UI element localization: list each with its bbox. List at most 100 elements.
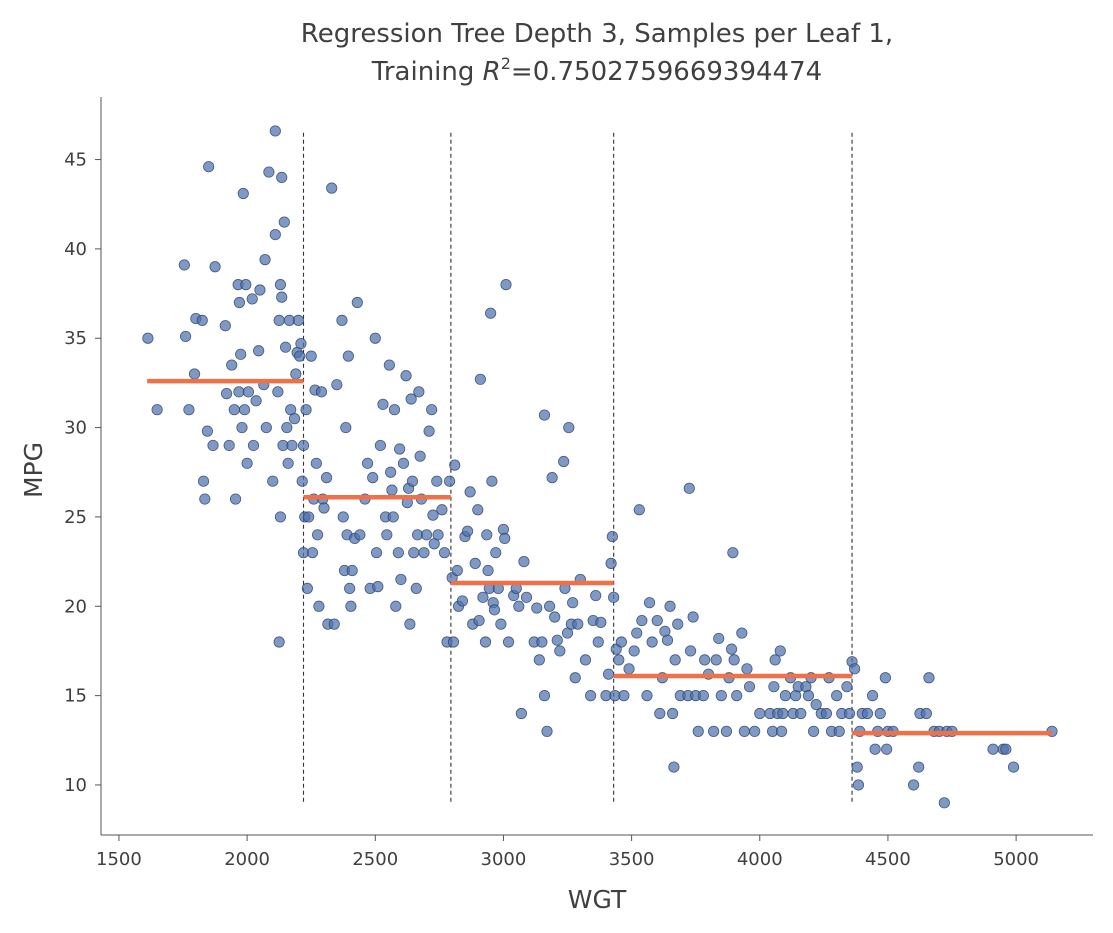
data-point xyxy=(233,296,246,309)
data-point xyxy=(427,509,439,521)
data-point xyxy=(551,634,563,646)
data-point xyxy=(306,547,319,559)
data-point xyxy=(237,187,249,200)
data-point xyxy=(418,547,430,559)
data-point xyxy=(223,439,235,452)
data-point xyxy=(708,725,720,737)
data-point xyxy=(372,581,384,593)
data-point xyxy=(336,314,348,326)
y-tick-label: 30 xyxy=(64,418,87,439)
data-point xyxy=(710,654,722,666)
data-point xyxy=(769,654,781,666)
data-point xyxy=(151,404,163,416)
data-point xyxy=(383,359,395,371)
x-tick-label: 3500 xyxy=(609,849,655,870)
data-point xyxy=(687,611,699,623)
data-point xyxy=(267,475,279,487)
x-axis-label: WGT xyxy=(568,885,627,914)
data-point xyxy=(273,314,285,326)
data-point xyxy=(485,307,497,319)
x-tick-label: 2000 xyxy=(224,849,270,870)
data-point xyxy=(447,636,460,648)
x-tick-label: 5000 xyxy=(993,849,1039,870)
data-point xyxy=(546,472,558,484)
data-point xyxy=(618,690,630,702)
data-point xyxy=(337,511,349,523)
data-point xyxy=(651,614,663,627)
data-point xyxy=(643,597,656,609)
data-point xyxy=(779,690,792,702)
data-point xyxy=(345,600,357,612)
data-point xyxy=(481,529,493,541)
data-point xyxy=(387,511,399,523)
data-point xyxy=(795,707,807,720)
chart-title-prefix: Training xyxy=(371,57,483,87)
x-tick-label: 1500 xyxy=(96,849,142,870)
data-point xyxy=(431,475,443,487)
data-point xyxy=(820,707,833,720)
data-point xyxy=(533,654,545,666)
data-point xyxy=(183,404,195,416)
data-point xyxy=(381,529,393,541)
data-point xyxy=(406,475,419,487)
x-tick-label: 2500 xyxy=(352,849,398,870)
data-point xyxy=(774,645,786,657)
data-point xyxy=(272,386,284,398)
data-point xyxy=(831,690,843,702)
data-point xyxy=(269,125,281,137)
data-point xyxy=(420,529,433,541)
chart-title-line-2: Training R2=0.7502759669394474 xyxy=(371,54,822,87)
data-point xyxy=(274,511,287,523)
data-point xyxy=(236,421,248,434)
data-point xyxy=(444,475,456,487)
data-point xyxy=(400,370,412,382)
data-point xyxy=(351,296,363,309)
data-point xyxy=(725,643,738,655)
data-point xyxy=(254,284,266,296)
data-point xyxy=(369,332,381,344)
data-point xyxy=(385,466,397,478)
data-point xyxy=(226,359,238,371)
data-point xyxy=(413,386,425,398)
chart-title: Regression Tree Depth 3, Samples per Lea… xyxy=(301,19,893,87)
data-point xyxy=(203,161,215,173)
data-point xyxy=(461,525,474,537)
data-point xyxy=(404,618,416,630)
data-point xyxy=(311,529,324,541)
data-point xyxy=(500,279,512,291)
data-point xyxy=(833,725,845,737)
data-point xyxy=(852,779,865,791)
data-point xyxy=(538,409,551,421)
y-tick-label: 15 xyxy=(64,686,87,707)
data-point xyxy=(861,707,874,720)
data-point xyxy=(179,330,192,343)
data-point xyxy=(866,690,879,702)
data-point xyxy=(290,368,302,380)
data-point xyxy=(907,779,920,791)
data-point xyxy=(590,589,602,602)
prediction-steps xyxy=(147,378,1052,736)
data-point xyxy=(664,600,676,612)
data-point xyxy=(361,457,374,469)
data-point xyxy=(436,504,448,516)
data-point xyxy=(541,725,553,737)
data-point xyxy=(777,707,789,720)
data-point xyxy=(342,350,354,362)
chart-title-exponent: 2 xyxy=(501,54,511,73)
data-point xyxy=(292,314,304,326)
data-point xyxy=(923,672,935,684)
data-point xyxy=(310,457,322,469)
data-point xyxy=(692,725,704,737)
data-points xyxy=(142,125,1058,809)
data-point xyxy=(377,398,389,410)
data-point xyxy=(543,600,556,612)
data-point xyxy=(499,532,511,544)
data-point xyxy=(279,341,292,353)
data-point xyxy=(390,600,402,612)
data-point xyxy=(636,614,648,627)
data-point xyxy=(913,761,925,773)
data-point xyxy=(246,293,258,305)
data-point xyxy=(386,484,398,496)
data-point xyxy=(477,591,489,603)
